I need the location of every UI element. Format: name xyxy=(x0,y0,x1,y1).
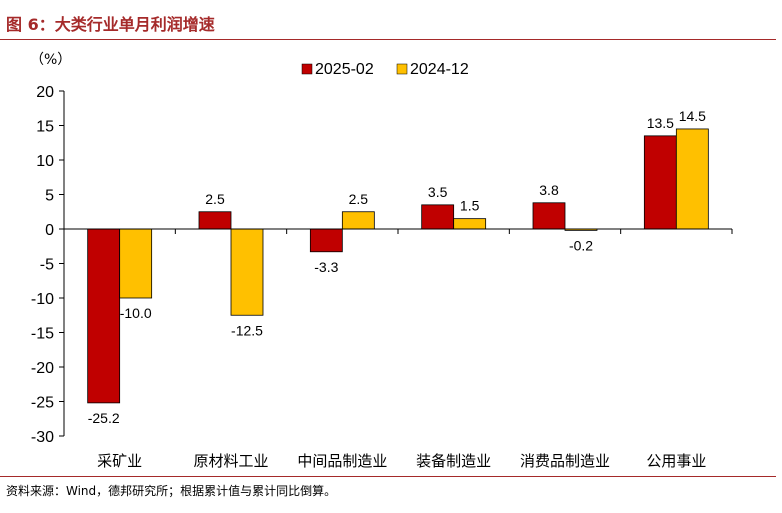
y-tick-label: -5 xyxy=(40,257,54,274)
y-tick-label: 0 xyxy=(45,222,54,239)
bar-2025-02-2 xyxy=(198,211,232,230)
bar-2025-02-3 xyxy=(309,228,343,253)
bar-2025-02-5 xyxy=(532,202,566,230)
category-label: 装备制造业 xyxy=(416,452,491,470)
source-divider xyxy=(0,476,776,477)
y-tick-label: -15 xyxy=(31,326,54,343)
data-label-2025-02-2: 2.5 xyxy=(205,191,225,207)
data-label-2024-12-1: -10.0 xyxy=(120,305,152,321)
data-label-2025-02-5: 3.8 xyxy=(539,182,559,198)
bar-2024-12-6 xyxy=(675,128,709,230)
bar-2025-02-6 xyxy=(643,135,677,230)
bar-2025-02-1 xyxy=(87,228,121,404)
y-tick-label: 15 xyxy=(36,119,54,136)
y-tick-label: 5 xyxy=(45,188,54,205)
y-tick-label: -25 xyxy=(31,395,54,412)
data-label-2024-12-2: -12.5 xyxy=(231,322,263,338)
bar-2024-12-1 xyxy=(119,228,153,299)
legend-swatch-2025-02 xyxy=(301,63,313,75)
data-label-2025-02-1: -25.2 xyxy=(88,410,120,426)
y-tick-label: -10 xyxy=(31,291,54,308)
bar-2024-12-4 xyxy=(453,218,487,230)
data-label-2024-12-4: 1.5 xyxy=(460,198,480,214)
bar-2024-12-2 xyxy=(230,228,264,316)
y-tick-label: -30 xyxy=(31,429,54,446)
y-tick-label: 20 xyxy=(36,84,54,101)
y-tick-label: 10 xyxy=(36,153,54,170)
category-label: 中间品制造业 xyxy=(297,452,387,470)
data-label-2024-12-5: -0.2 xyxy=(569,237,593,253)
category-label: 消费品制造业 xyxy=(520,452,610,470)
bar-2024-12-3 xyxy=(341,211,375,230)
bar-chart: 20 15 10 5 0 -5 -10 -15 -20 -25 -30 （%） -25.2 -10.0 采矿… xyxy=(30,52,733,470)
source-note: 资料来源：Wind，德邦研究所；根据累计值与累计同比倒算。 xyxy=(6,484,337,498)
legend-swatch-2024-12 xyxy=(396,63,408,75)
category-label: 公用事业 xyxy=(646,452,706,470)
legend-label-2025-02: 2025-02 xyxy=(315,61,374,78)
category-label: 原材料工业 xyxy=(193,452,268,470)
legend-label-2024-12: 2024-12 xyxy=(410,61,469,78)
category-label: 采矿业 xyxy=(97,452,142,470)
data-label-2025-02-3: -3.3 xyxy=(314,259,338,275)
bar-2025-02-4 xyxy=(421,204,455,230)
title-divider xyxy=(0,39,776,40)
figure-title: 图 6：大类行业单月利润增速 xyxy=(6,15,215,34)
data-label-2024-12-6: 14.5 xyxy=(679,108,706,124)
data-label-2025-02-4: 3.5 xyxy=(428,184,448,200)
y-unit-label: （%） xyxy=(30,52,71,68)
data-label-2024-12-3: 2.5 xyxy=(349,191,369,207)
y-tick-label: -20 xyxy=(31,360,54,377)
data-label-2025-02-6: 13.5 xyxy=(647,115,674,131)
